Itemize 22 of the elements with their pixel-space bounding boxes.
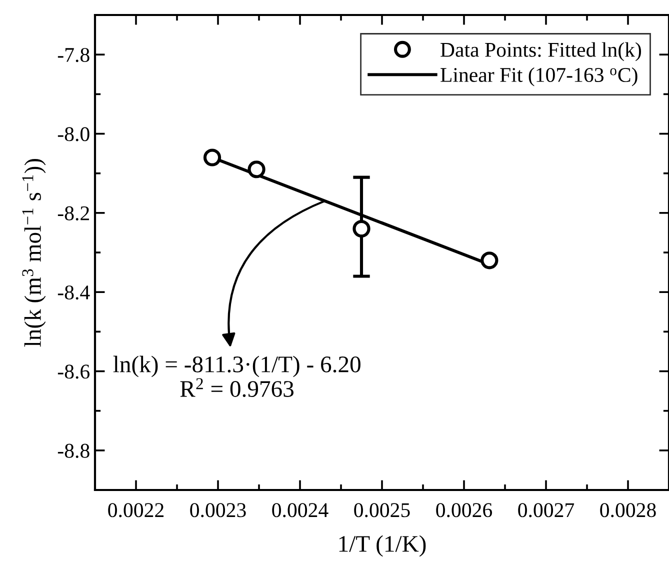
x-axis-title: 1/T (1/K) [339,535,426,557]
y-tick-label: -8.6 [58,364,90,379]
point [352,220,370,238]
y-axis-title: ln(k (m$^{3}$ mol$^{−1}$ s$^{−1}$)) [22,158,46,347]
y-tick-label: -7.8 [58,48,90,62]
x-tick-label: 0.0022 [108,503,164,518]
x-tick-label: 0.0026 [436,503,492,518]
x-tick-label: 0.0024 [272,503,328,518]
x-tick-label: 0.0027 [518,503,574,518]
annotation: ln(k) = -811.3·(1/T) - 6.20 R$^{2}$ = 0.9763 [113,356,360,398]
legend-label: Data Points: Fitted ln(k) [440,42,642,62]
point [248,160,266,178]
x-tick-label: 0.0028 [600,503,656,518]
y-tick-label: -8.2 [58,206,89,220]
legend-label: Linear Fit (107-163 $^{o}$C) [440,67,638,86]
y-tick-label: -8.0 [58,127,90,142]
y-tick-label: -8.8 [58,444,90,458]
x-tick-label: 0.0025 [354,503,410,518]
point [203,148,222,166]
y-tick-label: -8.4 [58,285,90,300]
x-tick-label: 0.0023 [190,503,246,518]
point [480,252,498,270]
